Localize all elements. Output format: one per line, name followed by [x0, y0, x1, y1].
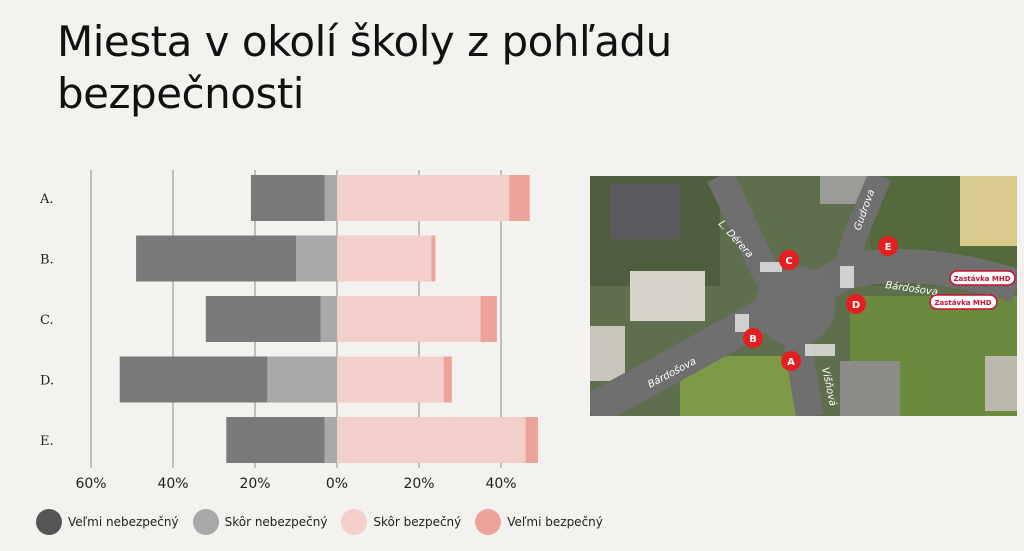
bar-very-safe-4	[525, 417, 538, 463]
category-label-4: E.	[40, 434, 54, 449]
map-crosswalk-d	[840, 266, 854, 288]
bar-very-unsafe-0	[250, 175, 325, 221]
diverging-bar-chart: A. B. C. D. E. 60% 40% 20% 0% 20% 40%	[39, 170, 538, 492]
legend-swatch-very-unsafe	[36, 509, 62, 535]
bar-rather-unsafe-3	[267, 356, 337, 403]
map-crosswalk-c	[760, 262, 782, 272]
legend-swatch-rather-unsafe	[192, 509, 219, 535]
aerial-map-photo: L. Dérera Gudrova Bárdošova Bárdošova Vi…	[590, 176, 1017, 416]
category-label-2: C.	[40, 313, 54, 328]
map-intersection	[755, 266, 835, 346]
svg-text:E: E	[885, 242, 892, 253]
map-building-1	[610, 184, 680, 239]
bar-rather-unsafe-2	[320, 296, 337, 342]
bar-rather-unsafe-4	[324, 417, 337, 463]
map-marker-b: B	[743, 328, 763, 348]
x-tick-label-5: 40%	[485, 476, 516, 492]
map-building-4	[960, 176, 1017, 246]
category-label-3: D.	[40, 374, 54, 389]
svg-text:B: B	[749, 334, 757, 345]
bar-rather-safe-0	[337, 175, 510, 221]
map-marker-a: A	[781, 351, 801, 371]
map-building-5	[985, 356, 1017, 411]
bus-stop-label-2: Zastávka MHD	[934, 299, 991, 307]
map-crosswalk-a	[805, 344, 835, 356]
bus-stop-label-1: Zastávka MHD	[953, 275, 1010, 283]
bus-stop-badge-2: Zastávka MHD	[929, 294, 998, 310]
bar-very-safe-1	[431, 235, 436, 282]
map-crosswalk-b	[735, 314, 749, 332]
bar-rather-unsafe-1	[296, 235, 337, 282]
bus-stop-badge-1: Zastávka MHD	[949, 270, 1016, 286]
bar-very-unsafe-2	[205, 296, 321, 342]
bar-rather-safe-3	[337, 356, 444, 403]
bar-rather-safe-4	[337, 417, 526, 463]
x-tick-label-0: 60%	[75, 476, 106, 492]
legend-swatch-very-safe	[475, 509, 502, 535]
map-marker-e: E	[878, 236, 898, 256]
bar-very-unsafe-4	[226, 417, 325, 463]
map-road-gudrova	[833, 176, 892, 275]
x-tick-label-4: 20%	[403, 476, 434, 492]
svg-text:A: A	[787, 357, 795, 368]
legend-swatch-rather-safe	[341, 509, 368, 535]
map-marker-d: D	[846, 294, 866, 314]
map-parking-s	[840, 361, 900, 416]
bar-very-safe-0	[509, 175, 530, 221]
legend-label-rather-unsafe: Skôr nebezpečný	[224, 515, 328, 529]
bar-rather-unsafe-0	[324, 175, 337, 221]
category-label-0: A.	[39, 192, 54, 207]
bar-rather-safe-1	[337, 235, 432, 282]
legend-item-very-unsafe: Veľmi nebezpečný	[36, 509, 179, 535]
x-tick-label-1: 40%	[157, 476, 188, 492]
svg-text:C: C	[785, 256, 792, 267]
bar-rather-safe-2	[337, 296, 481, 342]
page-title: Miesta v okolí školy z pohľadu bezpečnos…	[57, 17, 672, 118]
x-tick-label-3: 0%	[326, 476, 348, 492]
bar-very-unsafe-1	[136, 235, 296, 282]
bar-very-safe-3	[443, 356, 452, 403]
legend-label-very-unsafe: Veľmi nebezpečný	[68, 515, 179, 529]
map-building-2	[630, 271, 705, 321]
legend-item-rather-safe: Skôr bezpečný	[341, 509, 461, 535]
chart-legend: Veľmi nebezpečný Skôr nebezpečný Skôr be…	[36, 508, 603, 536]
legend-label-rather-safe: Skôr bezpečný	[373, 515, 462, 529]
bar-very-unsafe-3	[119, 356, 268, 403]
map-marker-c: C	[779, 250, 799, 270]
svg-text:D: D	[852, 300, 860, 311]
legend-label-very-safe: Veľmi bezpečný	[507, 515, 603, 529]
map-building-3	[590, 326, 625, 381]
category-label-1: B.	[40, 253, 54, 268]
x-tick-label-2: 20%	[239, 476, 270, 492]
legend-item-rather-unsafe: Skôr nebezpečný	[192, 509, 328, 535]
legend-item-very-safe: Veľmi bezpečný	[475, 509, 603, 535]
bar-very-safe-2	[480, 296, 497, 342]
